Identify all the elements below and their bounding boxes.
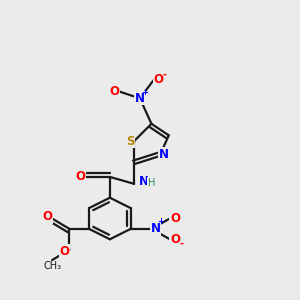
Text: S: S bbox=[126, 135, 135, 148]
Text: -: - bbox=[179, 238, 184, 248]
Text: N: N bbox=[139, 175, 149, 188]
Text: CH₃: CH₃ bbox=[43, 261, 61, 271]
Text: O: O bbox=[170, 233, 180, 246]
Text: O: O bbox=[109, 85, 119, 98]
Text: O: O bbox=[60, 245, 70, 258]
Text: +: + bbox=[141, 88, 148, 97]
Text: O: O bbox=[170, 212, 180, 225]
Text: N: N bbox=[151, 222, 160, 236]
Text: H: H bbox=[148, 178, 155, 188]
Text: O: O bbox=[43, 210, 52, 223]
Text: O: O bbox=[76, 170, 85, 183]
Text: +: + bbox=[157, 218, 164, 226]
Text: N: N bbox=[135, 92, 145, 105]
Text: -: - bbox=[162, 70, 166, 80]
Text: O: O bbox=[153, 74, 164, 86]
Text: N: N bbox=[159, 148, 169, 161]
